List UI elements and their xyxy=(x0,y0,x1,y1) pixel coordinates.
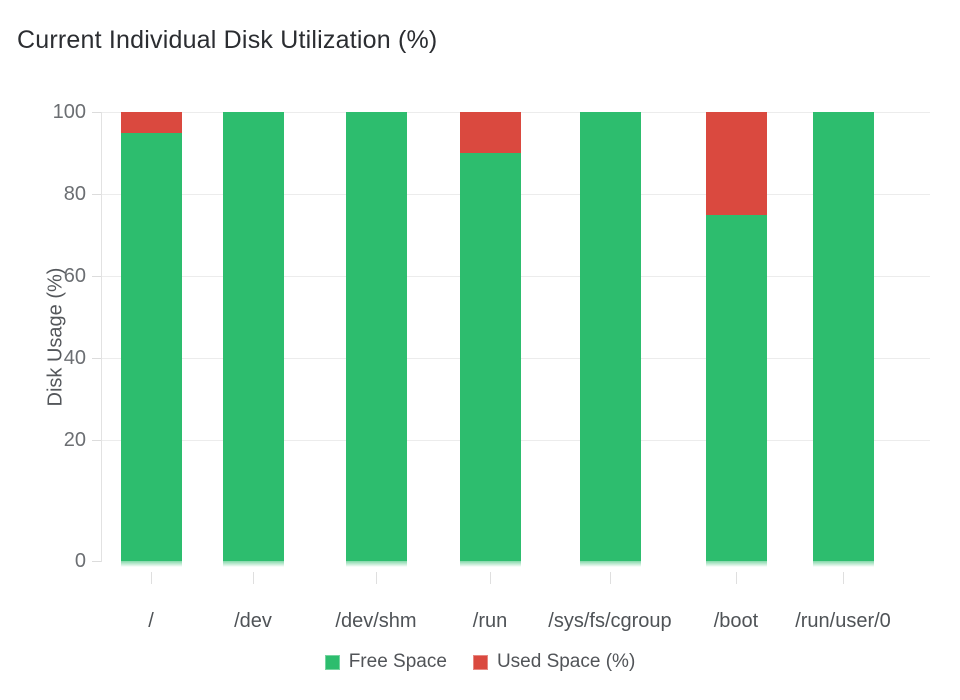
y-axis-line xyxy=(101,112,102,562)
y-axis-tick-label: 100 xyxy=(52,101,86,123)
x-axis-label: /dev xyxy=(234,610,272,632)
y-axis-tick xyxy=(92,194,101,195)
x-axis-label: /run xyxy=(472,610,508,632)
y-axis-title: Disk Usage (%) xyxy=(44,267,67,407)
x-axis-tick xyxy=(736,572,737,584)
bar-segment[interactable] xyxy=(121,132,182,561)
bar-bottom-fade xyxy=(121,561,182,567)
x-axis-label: /sys/fs/cgroup xyxy=(548,610,672,632)
bar-bottom-fade xyxy=(223,561,284,567)
bar-segment[interactable] xyxy=(706,214,767,561)
y-axis-tick xyxy=(92,561,101,562)
bar-bottom-fade xyxy=(346,561,407,567)
bar-bottom-fade xyxy=(460,561,521,567)
bar-segment[interactable] xyxy=(580,112,641,561)
y-axis-tick-label: 80 xyxy=(63,183,86,205)
y-axis-tick xyxy=(92,112,101,113)
x-axis-tick xyxy=(610,572,611,584)
bar-bottom-fade xyxy=(580,561,641,567)
y-axis-tick xyxy=(92,440,101,441)
plot-area: 100 80 60 40 20 0 / /dev/dev/shm/run/sys/fs/cgr… xyxy=(53,101,930,632)
bar-segment[interactable] xyxy=(346,112,407,561)
y-axis-tick xyxy=(92,358,101,359)
chart-legend: Free Space Used Space (%) xyxy=(0,648,960,676)
legend-item[interactable]: Used Space (%) xyxy=(472,651,636,673)
x-axis-tick xyxy=(490,572,491,584)
y-axis-tick-label: 60 xyxy=(63,265,86,287)
bar-segment[interactable] xyxy=(706,112,767,215)
legend-swatch-icon xyxy=(324,654,340,670)
legend-item[interactable]: Free Space xyxy=(324,651,447,673)
y-axis-tick xyxy=(92,276,101,277)
bar-segment[interactable] xyxy=(121,112,182,133)
y-axis-tick-label: 40 xyxy=(63,347,86,369)
bar-bottom-fade xyxy=(813,561,874,567)
x-axis-tick xyxy=(376,572,377,584)
bar-segment[interactable] xyxy=(460,112,521,153)
bar-bottom-fade xyxy=(706,561,767,567)
legend-label: Used Space (%) xyxy=(496,651,636,672)
x-axis-label: /boot xyxy=(713,610,759,632)
x-axis-tick xyxy=(843,572,844,584)
bar-segment[interactable] xyxy=(813,112,874,561)
x-axis-label: /run/user/0 xyxy=(795,610,891,632)
x-axis-tick xyxy=(151,572,152,584)
legend-swatch-icon xyxy=(472,654,488,670)
chart-title: Current Individual Disk Utilization (%) xyxy=(17,26,438,54)
bar-segment[interactable] xyxy=(223,112,284,561)
legend-label: Free Space xyxy=(348,651,447,672)
x-axis-label: / xyxy=(148,610,154,632)
y-axis-tick-label: 20 xyxy=(63,429,86,451)
bar-segment[interactable] xyxy=(460,153,521,561)
y-axis-tick-label: 0 xyxy=(74,550,86,572)
x-axis-tick xyxy=(253,572,254,584)
x-axis-label: /dev/shm xyxy=(335,610,417,632)
